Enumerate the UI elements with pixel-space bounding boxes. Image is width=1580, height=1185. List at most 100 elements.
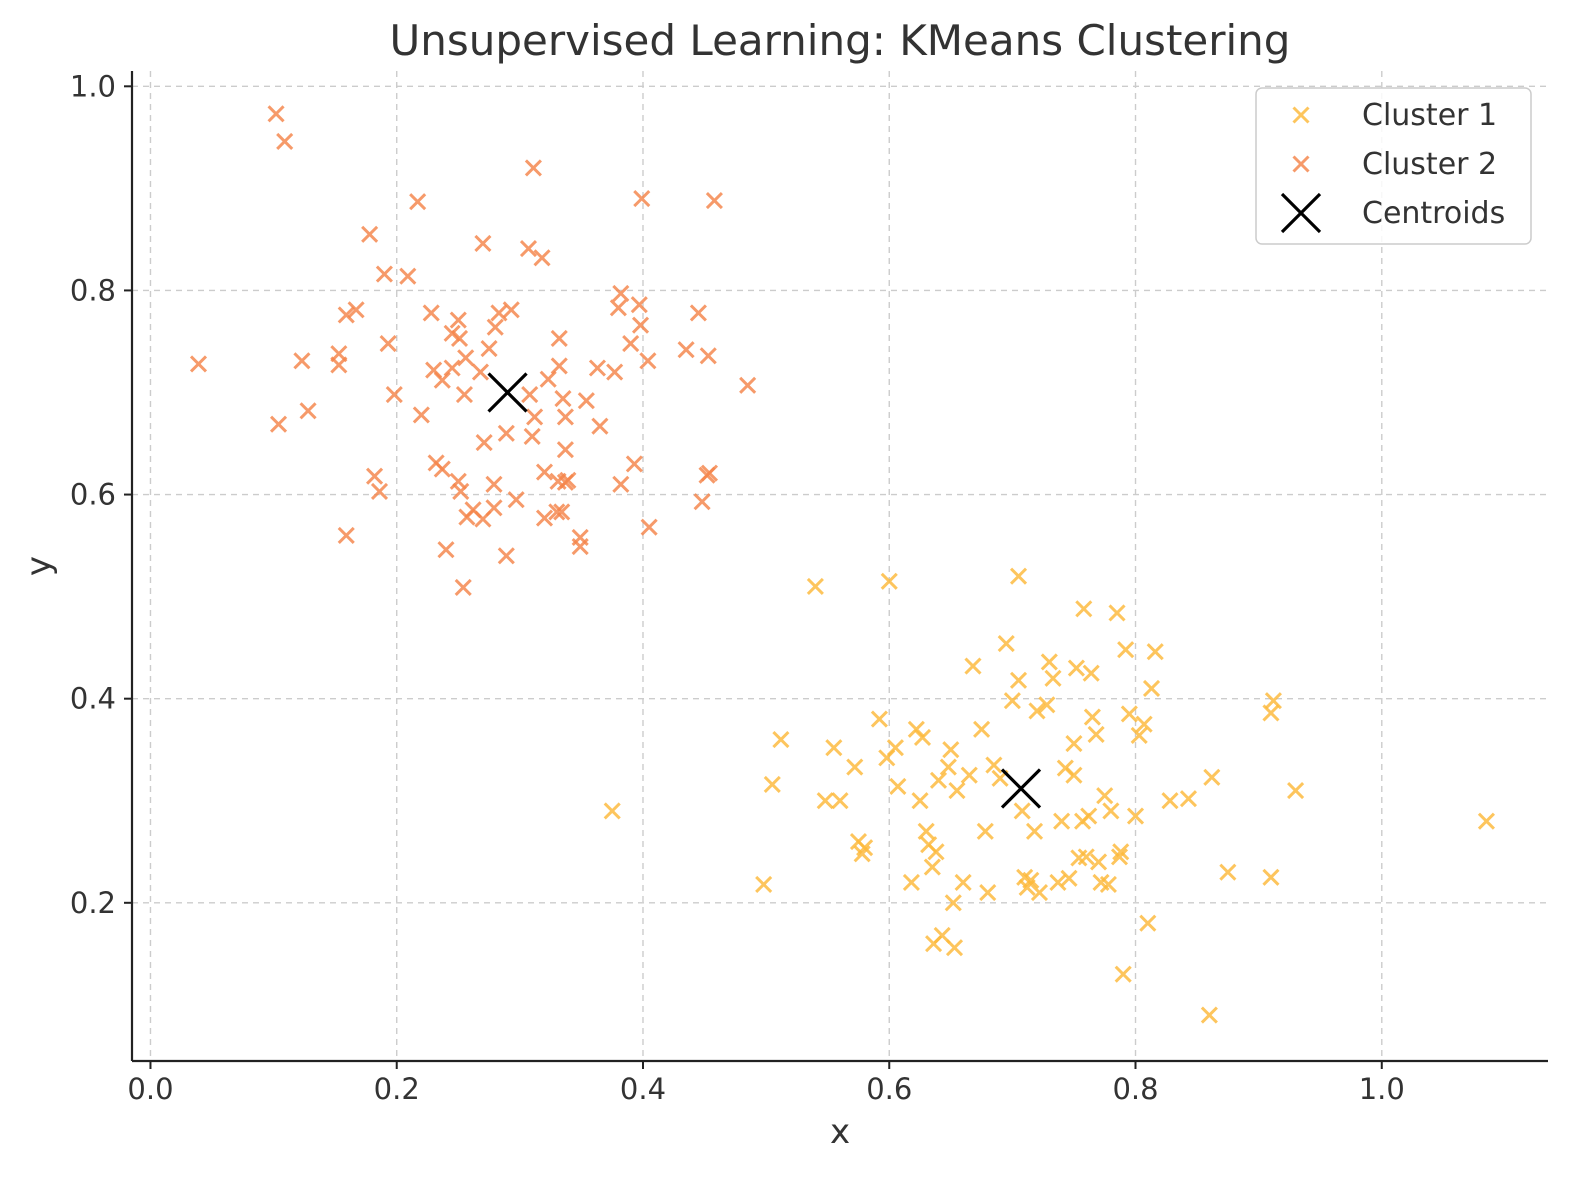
cluster-1-point	[948, 781, 966, 800]
cluster-1-point	[1065, 735, 1083, 753]
cluster-2-point	[433, 460, 451, 478]
cluster-1-point	[1028, 702, 1046, 720]
cluster-2-point	[535, 463, 554, 481]
cluster-2-point	[433, 371, 451, 389]
cluster-1-point	[846, 758, 864, 776]
cluster-2-point	[269, 415, 288, 433]
legend-label-cluster-1: Cluster 1	[1362, 98, 1497, 133]
x-tick-label: 0.6	[866, 1072, 912, 1106]
cluster-1-point	[1053, 812, 1071, 830]
cluster-1-point	[1060, 869, 1078, 887]
chart-title: Unsupervised Learning: KMeans Clustering	[390, 16, 1291, 65]
cluster-1-point	[1161, 792, 1179, 810]
cluster-2-point	[571, 538, 589, 556]
cluster-2-point	[366, 467, 384, 485]
cluster-2-point	[457, 349, 475, 367]
cluster-2-point	[521, 385, 539, 404]
cluster-2-point	[299, 402, 317, 420]
cluster-2-point	[471, 363, 490, 381]
cluster-1-point	[1038, 696, 1056, 714]
cluster-1-point	[1262, 868, 1280, 886]
cluster-1-point	[913, 728, 932, 747]
cluster-2-point	[485, 475, 503, 493]
cluster-1-point	[1049, 873, 1067, 891]
cluster-1-point	[1022, 871, 1040, 889]
cluster-1-point	[1009, 567, 1028, 585]
cluster-1-point	[1080, 807, 1098, 825]
cluster-1-point	[979, 884, 997, 902]
cluster-2-point	[689, 304, 707, 322]
cluster-2-point	[330, 356, 348, 374]
cluster-1-point	[856, 839, 874, 857]
centroid-marker	[1000, 768, 1042, 809]
cluster-2-point	[379, 334, 397, 353]
cluster-2-point	[577, 392, 595, 410]
cluster-2-point	[640, 518, 658, 536]
ticks: 0.0 0.2 0.4 0.6 0.8 1.0 0.2 0.4 0.6 0.8 1.0	[70, 69, 1405, 1106]
cluster-2-point	[609, 299, 627, 317]
cluster-1-point	[1287, 781, 1305, 800]
cluster-2-point	[189, 355, 208, 373]
cluster-2-point	[449, 472, 467, 490]
y-tick-label: 1.0	[70, 69, 116, 103]
cluster-2-point	[502, 301, 520, 319]
cluster-2-point	[556, 441, 574, 459]
cluster-2-point	[591, 417, 609, 435]
x-tick-label: 0.2	[374, 1072, 420, 1106]
cluster-2-point	[606, 363, 624, 381]
cluster-1-point	[954, 873, 972, 891]
cluster-1-point	[1025, 822, 1044, 840]
cluster-2-point	[739, 376, 757, 394]
cluster-2-point	[293, 352, 311, 370]
cluster-1-point	[1090, 853, 1108, 871]
cluster-1-point	[1096, 787, 1114, 805]
cluster-2-point	[550, 357, 568, 375]
cluster-1-point	[1099, 875, 1117, 893]
cluster-1-point	[964, 657, 982, 675]
cluster-1-point	[1044, 669, 1062, 687]
centroid-marker	[487, 372, 528, 413]
cluster-1-point	[923, 858, 941, 876]
cluster-1-point	[1135, 715, 1153, 733]
cluster-2-point	[412, 406, 430, 424]
cluster-1-point	[1083, 708, 1101, 726]
y-tick-label: 0.2	[70, 886, 116, 920]
cluster-2-point	[399, 267, 417, 285]
cluster-1-point	[1009, 671, 1028, 689]
cluster-2-point	[486, 318, 504, 336]
cluster-1-point	[806, 577, 824, 595]
x-tick-label: 0.8	[1112, 1072, 1158, 1106]
cluster-1-point	[1117, 641, 1135, 659]
cluster-2-point	[276, 132, 294, 150]
cluster-2-point	[523, 427, 541, 445]
cluster-2-point	[633, 190, 651, 208]
cluster-2-point	[612, 284, 630, 303]
legend-marker-3	[1280, 192, 1322, 234]
cluster-1-point	[911, 792, 929, 810]
legend-marker-1	[1292, 106, 1310, 124]
cluster-1-point	[1200, 1006, 1218, 1024]
cluster-2-point	[455, 385, 474, 404]
cluster-2-point	[480, 340, 498, 358]
y-tick-label: 0.6	[70, 478, 116, 512]
cluster-2-point	[533, 249, 551, 267]
cluster-2-point	[588, 359, 606, 377]
cluster-2-point	[699, 347, 717, 365]
legend-label-cluster-2: Cluster 2	[1362, 147, 1497, 182]
cluster-1-point	[870, 710, 888, 728]
cluster-1-point	[1179, 790, 1198, 808]
cluster-2-point	[474, 510, 492, 528]
cluster-2-point	[625, 455, 643, 473]
cluster-1-point	[1065, 766, 1083, 784]
cluster-1-point	[1120, 705, 1138, 723]
cluster-1-point	[927, 843, 945, 861]
cluster-2-point	[375, 265, 393, 283]
cluster-2-point	[556, 408, 574, 426]
cluster-1-point	[1219, 863, 1237, 881]
cluster-2-point	[524, 159, 542, 177]
cluster-2-point	[267, 105, 285, 123]
cluster-1-point	[997, 635, 1015, 653]
cluster-1-point	[772, 730, 790, 749]
